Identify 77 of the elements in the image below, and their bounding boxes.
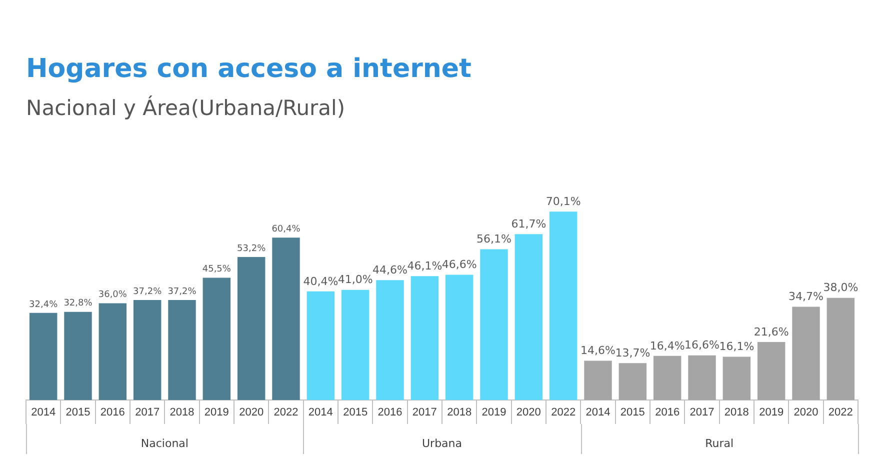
x-tick-label: 2015 (66, 406, 90, 419)
data-label: 37,2% (168, 286, 197, 297)
bar (376, 280, 404, 400)
chart-title: Hogares con acceso a internet (26, 54, 472, 84)
x-tick-label: 2014 (31, 406, 56, 419)
x-tick-label: 2020 (794, 406, 818, 419)
bar (584, 360, 612, 400)
x-tick-label: 2016 (655, 406, 680, 419)
x-tick-label: 2018 (447, 406, 472, 419)
data-label: 37,2% (133, 286, 162, 297)
x-tick-label: 2022 (828, 406, 853, 419)
bar (168, 300, 196, 400)
data-label: 53,2% (237, 244, 266, 254)
bar (237, 257, 266, 400)
data-label: 16,1% (719, 340, 754, 354)
bar (722, 356, 751, 400)
x-tick-label: 2020 (239, 406, 264, 419)
data-label: 70,1% (546, 194, 581, 208)
bar (445, 274, 474, 400)
data-label: 61,7% (511, 218, 546, 231)
data-label: 41,0% (338, 273, 373, 286)
x-tick-label: 2019 (482, 406, 506, 419)
x-tick-label: 2018 (724, 406, 749, 419)
chart-subtitle: Nacional y Área(Urbana/Rural) (26, 96, 346, 120)
bar (410, 276, 439, 400)
x-tick-label: 2018 (170, 406, 194, 419)
x-tick-label: 2022 (274, 406, 298, 419)
data-label: 21,6% (754, 325, 789, 338)
data-label: 46,1% (407, 259, 442, 272)
x-tick-label: 2016 (100, 406, 125, 419)
data-label: 46,6% (442, 258, 477, 272)
bar (272, 238, 300, 400)
x-tick-label: 2019 (759, 406, 784, 419)
data-label: 32,8% (64, 298, 93, 309)
data-label: 16,6% (684, 338, 720, 352)
bar (480, 249, 508, 400)
x-tick-label: 2014 (308, 406, 333, 419)
data-label: 44,6% (372, 263, 408, 276)
bar (341, 290, 370, 400)
data-label: 38,0% (823, 281, 858, 294)
data-label: 16,4% (650, 339, 685, 352)
text: Nacional (140, 436, 188, 450)
bar (757, 342, 786, 400)
x-tick-label: 2017 (412, 406, 437, 419)
bar (29, 312, 58, 400)
data-label: 14,6% (580, 344, 616, 358)
x-tick-label: 2014 (586, 406, 610, 419)
text: Urbana (422, 436, 462, 450)
x-tick-label: 2017 (690, 406, 714, 419)
x-tick-label: 2015 (620, 406, 645, 419)
x-tick-label: 2017 (135, 406, 160, 419)
bar (64, 312, 92, 400)
data-label: 40,4% (303, 274, 338, 288)
bar (98, 303, 127, 400)
bar (202, 278, 231, 400)
x-tick-label: 2015 (343, 406, 368, 419)
x-tick-label: 2016 (378, 406, 402, 419)
data-label: 36,0% (98, 290, 128, 300)
bar (826, 298, 855, 400)
data-label: 13,7% (615, 346, 650, 360)
text: Rural (705, 436, 734, 450)
bar (792, 306, 820, 400)
data-label: 60,4% (272, 224, 301, 235)
data-label: 34,7% (788, 290, 824, 304)
x-tick-label: 2022 (551, 406, 576, 419)
bar (549, 212, 578, 400)
bar (688, 355, 716, 400)
bar (514, 234, 543, 400)
data-label: 32,4% (29, 300, 58, 310)
x-tick-label: 2020 (516, 406, 541, 419)
bar (618, 363, 647, 400)
data-label: 45,5% (202, 264, 232, 275)
data-label: 56,1% (476, 232, 512, 246)
bar (133, 300, 162, 400)
bar (653, 356, 682, 400)
bar (306, 291, 335, 400)
x-tick-label: 2019 (204, 406, 229, 419)
